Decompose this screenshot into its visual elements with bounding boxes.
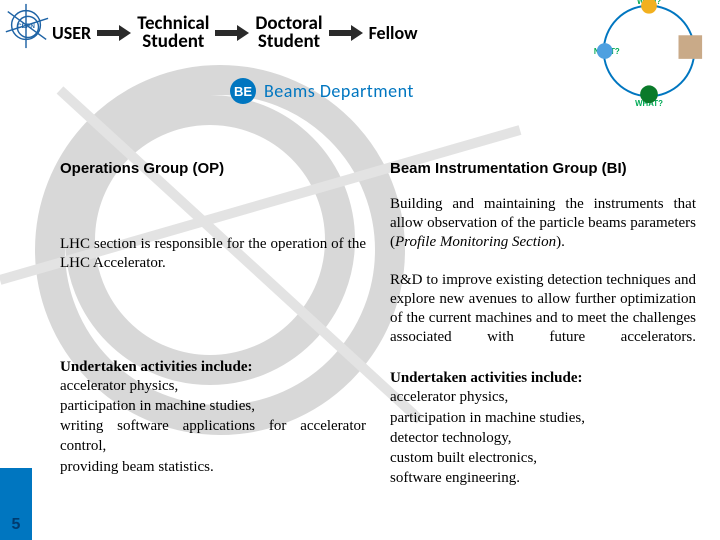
col-bi: Beam Instrumentation Group (BI) Building… bbox=[384, 160, 696, 516]
bi-body1-c: ). bbox=[556, 234, 565, 250]
op-body: LHC section is responsible for the opera… bbox=[60, 235, 366, 273]
list-item: writing software applications for accele… bbox=[60, 416, 366, 457]
cern-logo-icon: CERN bbox=[2, 2, 50, 50]
arrow-icon bbox=[215, 25, 249, 41]
bi-body1-b: Profile Monitoring Section bbox=[395, 234, 556, 250]
beams-department-badge: BE Beams Department bbox=[230, 78, 414, 104]
list-item: detector technology, bbox=[390, 428, 696, 448]
be-text: Beams Department bbox=[264, 80, 414, 102]
step-technical-student: Technical Student bbox=[137, 15, 209, 51]
bi-body1: Building and maintaining the instruments… bbox=[390, 195, 696, 251]
step-user: USER bbox=[52, 22, 91, 44]
bi-title: Beam Instrumentation Group (BI) bbox=[390, 160, 696, 177]
list-item: providing beam statistics. bbox=[60, 457, 366, 477]
bi-body2: R&D to improve existing detection techni… bbox=[390, 271, 696, 346]
bi-body2-b: accelerators. bbox=[621, 329, 696, 345]
op-activities-list: accelerator physics, participation in ma… bbox=[60, 376, 366, 477]
be-initials: BE bbox=[230, 78, 256, 104]
col-operations: Operations Group (OP) LHC section is res… bbox=[60, 160, 384, 516]
arrow-icon bbox=[97, 25, 131, 41]
slide-number: 5 bbox=[0, 516, 32, 534]
arrow-icon bbox=[329, 25, 363, 41]
career-path-bar: USER Technical Student Doctoral Student … bbox=[52, 10, 600, 56]
bi-activities-list: accelerator physics, participation in ma… bbox=[390, 387, 696, 488]
content-columns: Operations Group (OP) LHC section is res… bbox=[60, 160, 696, 516]
list-item: custom built electronics, bbox=[390, 448, 696, 468]
op-title: Operations Group (OP) bbox=[60, 160, 366, 177]
svg-text:CERN: CERN bbox=[17, 23, 35, 30]
list-item: accelerator physics, bbox=[390, 387, 696, 407]
bi-activities-head: Undertaken activities include: bbox=[390, 370, 696, 387]
step-doc-l2: Student bbox=[258, 30, 320, 53]
step-fellow: Fellow bbox=[369, 22, 418, 44]
list-item: participation in machine studies, bbox=[390, 408, 696, 428]
corner-ring-diagram: WHO? HOW? WHAT? NEXT? bbox=[590, 0, 708, 110]
list-item: participation in machine studies, bbox=[60, 396, 366, 416]
list-item: software engineering. bbox=[390, 468, 696, 488]
step-tech-l2: Student bbox=[142, 30, 204, 53]
list-item: accelerator physics, bbox=[60, 376, 366, 396]
step-doctoral-student: Doctoral Student bbox=[255, 15, 322, 51]
op-activities-head: Undertaken activities include: bbox=[60, 359, 366, 376]
